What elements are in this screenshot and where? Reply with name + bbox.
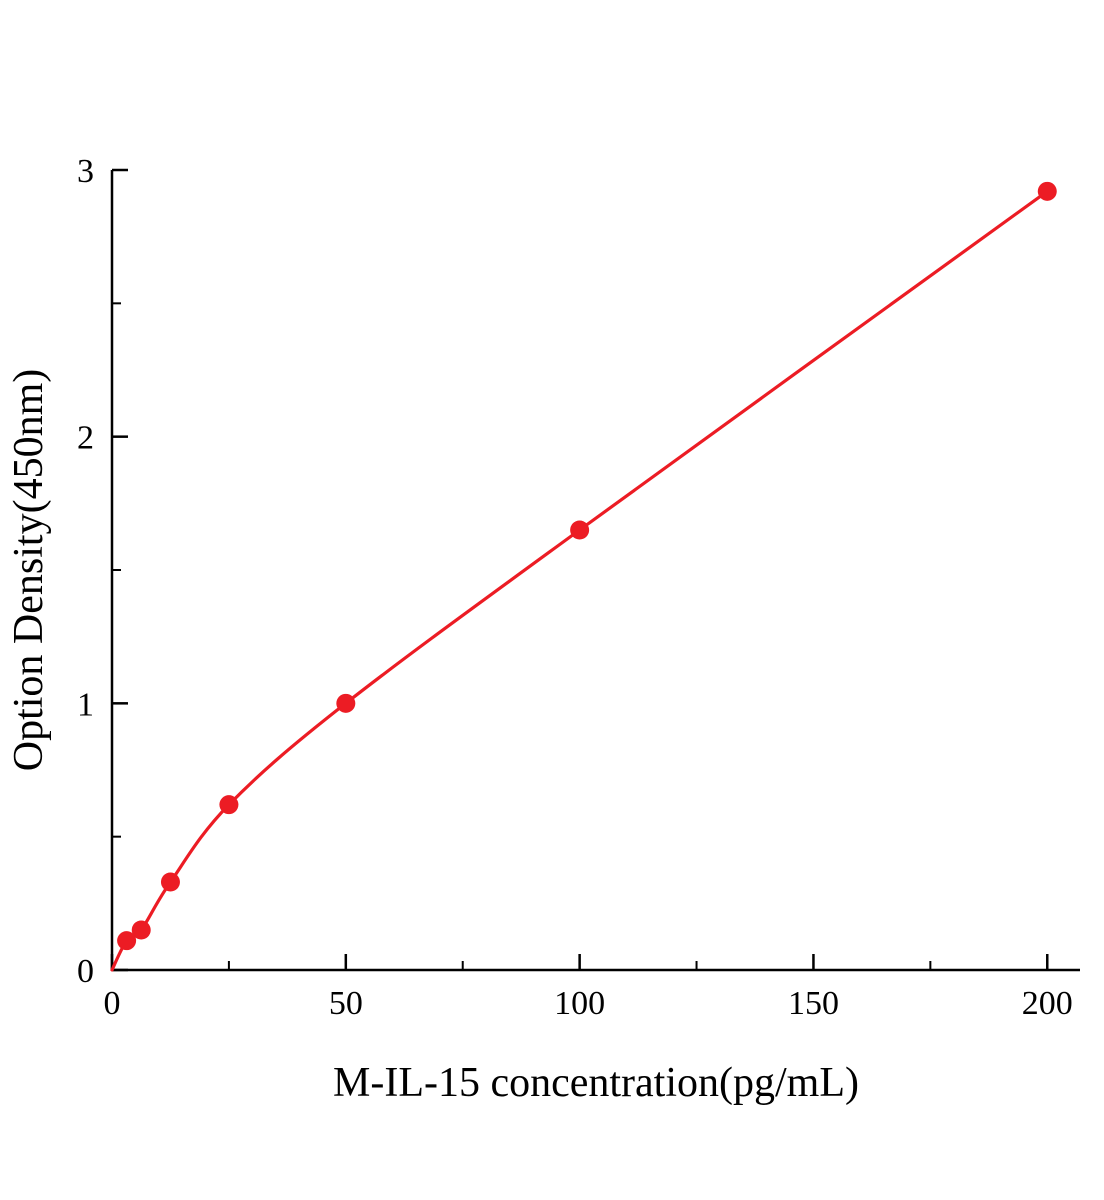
data-point [160,872,180,892]
x-tick-label: 200 [1022,985,1073,1022]
x-tick-label: 0 [104,985,121,1022]
data-point [131,920,151,940]
y-tick-label: 1 [77,686,94,723]
y-axis-title: Option Density(450nm) [6,369,52,771]
data-point [570,520,590,540]
x-tick-label: 50 [329,985,363,1022]
y-tick-label: 3 [77,153,94,190]
data-point [336,693,356,713]
y-tick-label: 0 [77,953,94,990]
data-point [1037,181,1057,201]
data-point [219,795,239,815]
x-axis-title: M-IL-15 concentration(pg/mL) [333,1060,859,1106]
y-tick-label: 2 [77,420,94,457]
data-point [117,931,137,951]
plot-area: 0 50 100 150 200 0 1 2 3 [77,153,1080,1022]
x-tick-label: 100 [554,985,605,1022]
x-tick-label: 150 [788,985,839,1022]
fit-curve [110,189,1049,972]
